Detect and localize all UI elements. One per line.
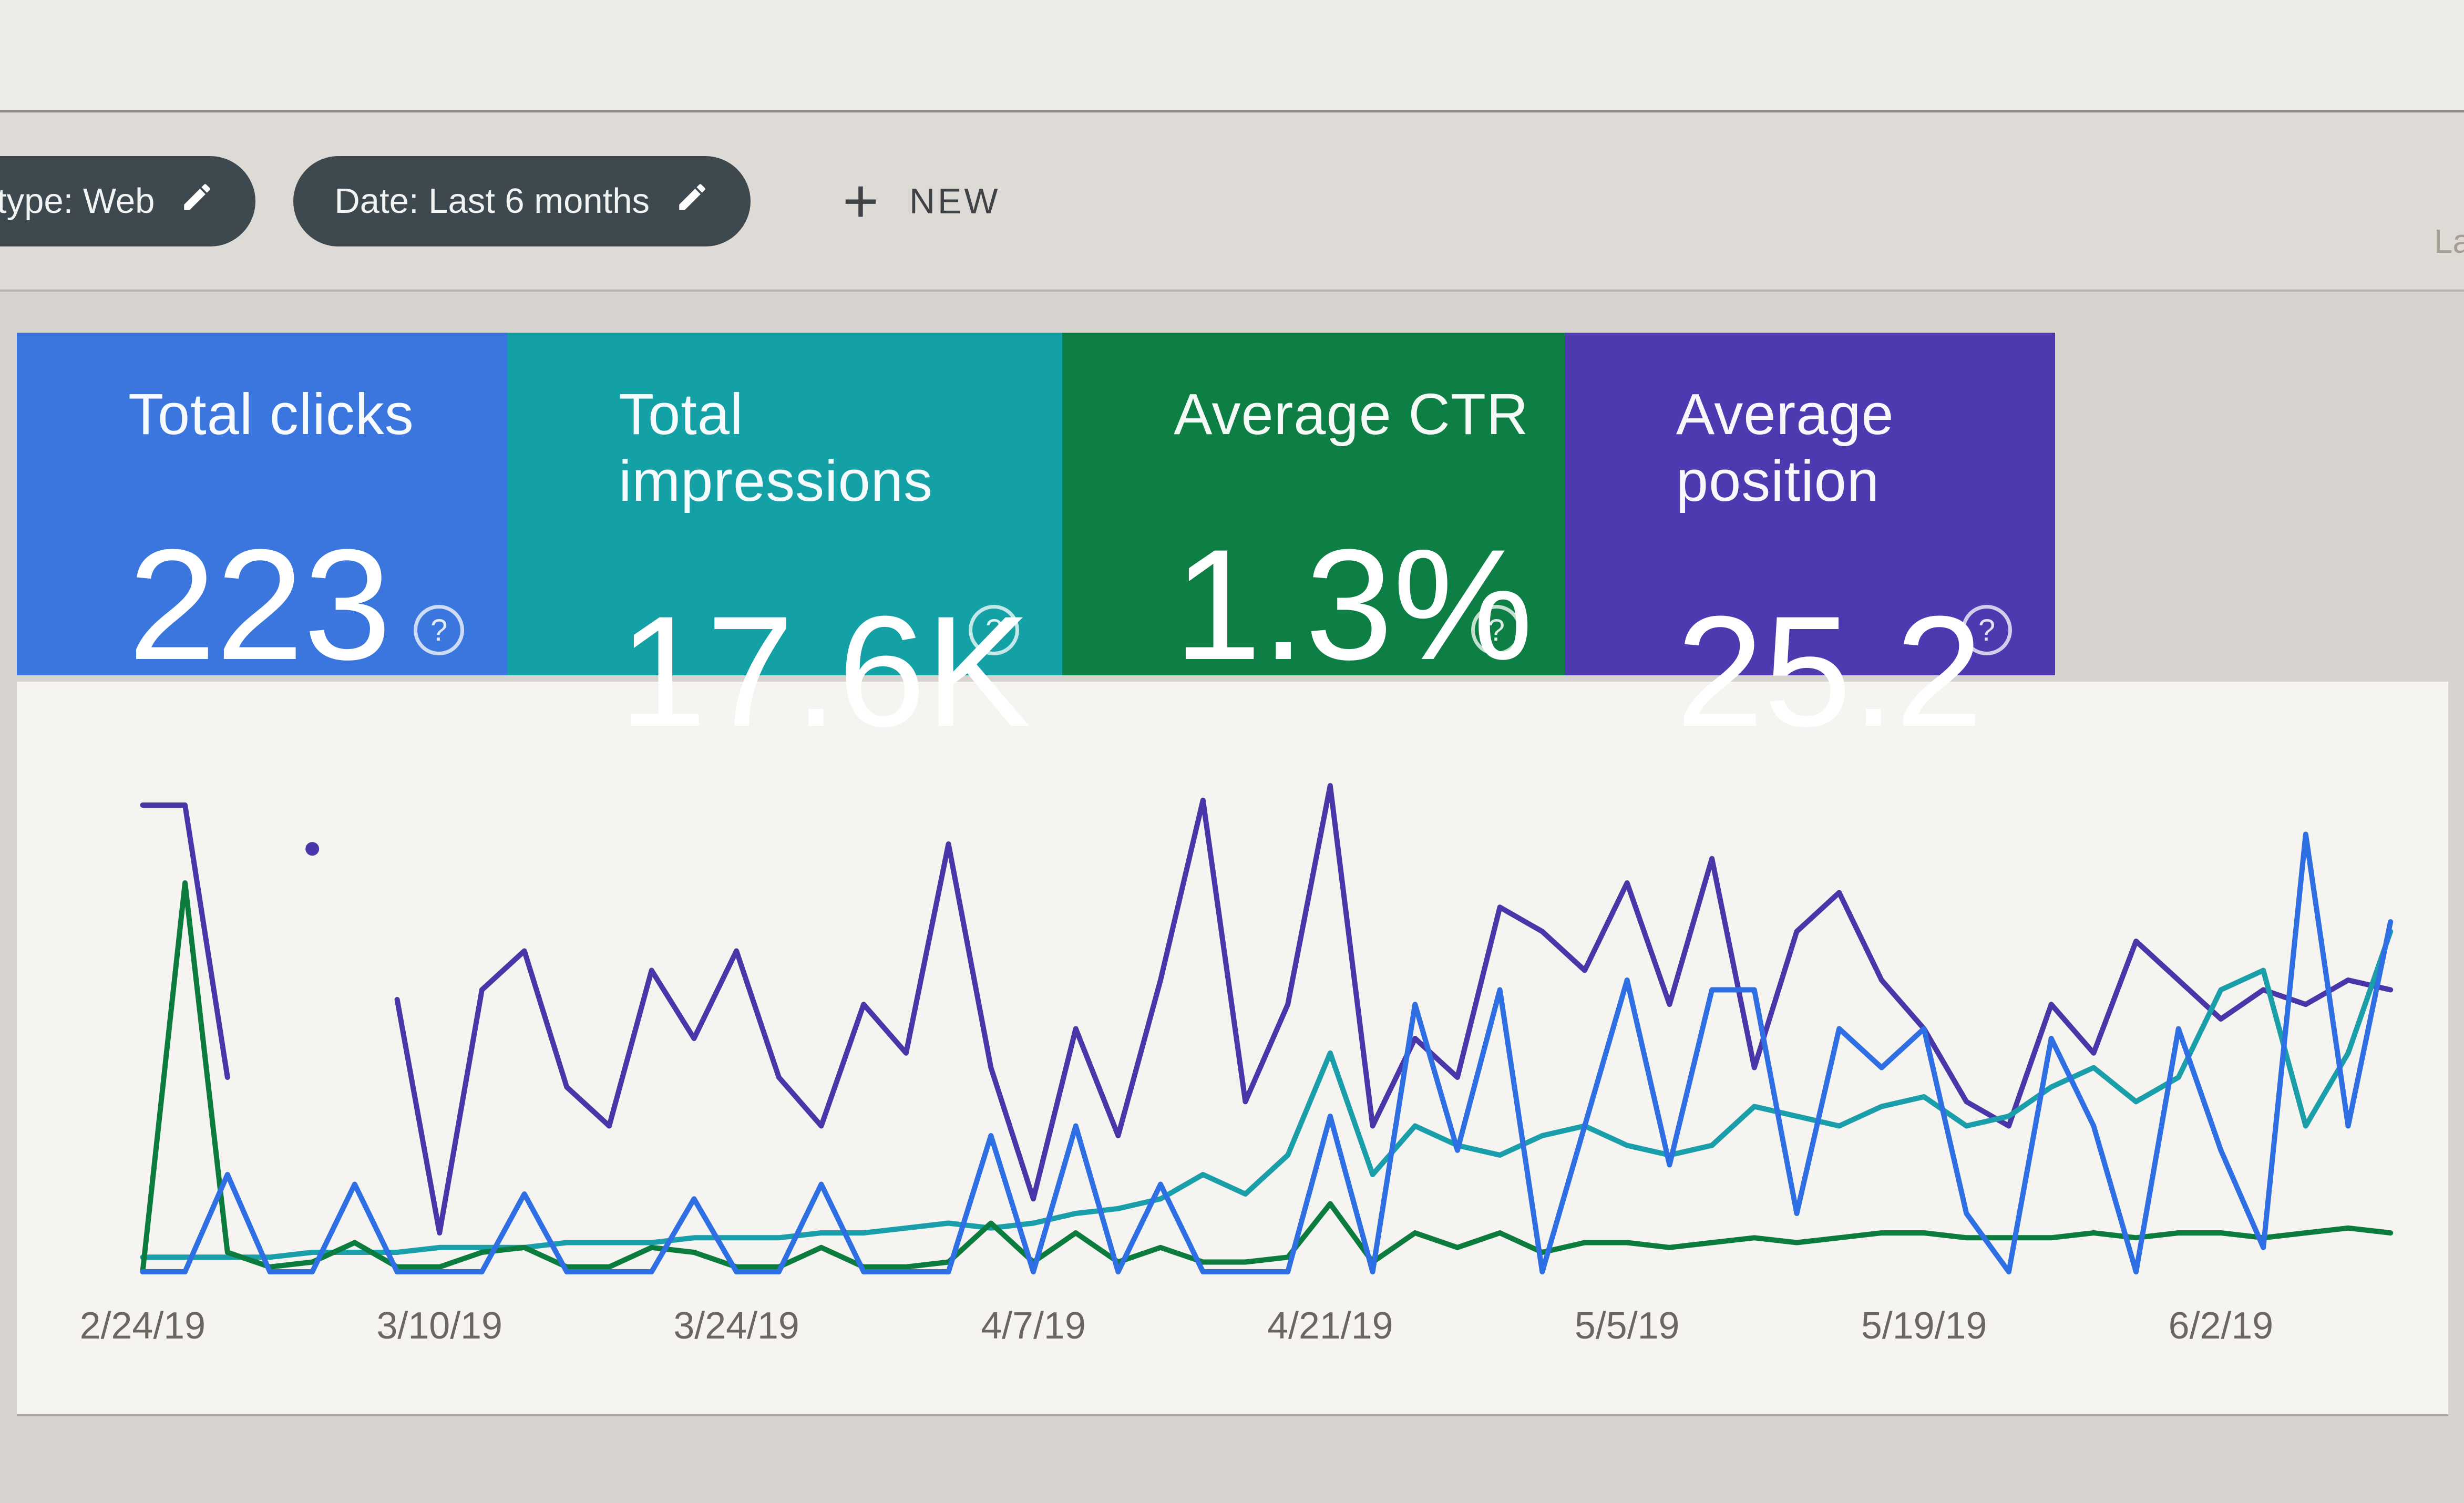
chart-line-average-ctr [140, 880, 2394, 1274]
card-label: Average CTR [1174, 382, 1529, 447]
help-icon[interactable]: ? [1471, 605, 1522, 655]
x-axis-label: 3/24/19 [673, 1305, 799, 1347]
card-total-impressions[interactable]: Total impressions 17.6K ? [507, 333, 1063, 750]
card-label: Average position [1676, 382, 1894, 513]
filter-chip-date-range[interactable]: Date: Last 6 months [293, 156, 751, 246]
filter-toolbar: type: Web Date: Last 6 months + NEW La [0, 112, 2464, 292]
x-axis-label: 3/10/19 [377, 1305, 502, 1347]
card-value: 223 [128, 516, 392, 693]
card-value: 25.2 [1676, 583, 1983, 759]
help-icon[interactable]: ? [414, 605, 465, 655]
card-label: Total impressions [619, 382, 933, 513]
card-average-position[interactable]: Average position 25.2 ? [1564, 333, 2055, 750]
performance-report: Total clicks 223 ? Total impressions 17.… [0, 292, 2464, 1416]
help-icon[interactable]: ? [1962, 605, 2012, 655]
x-axis-label: 4/7/19 [981, 1305, 1086, 1347]
x-axis-label: 6/2/19 [2169, 1305, 2274, 1347]
chart-line-total-impressions [140, 929, 2394, 1260]
chart-line-total-clicks [140, 831, 2394, 1274]
summary-cards-row: Total clicks 223 ? Total impressions 17.… [17, 333, 2055, 750]
filter-chip-label: type: Web [0, 181, 155, 221]
x-axis-label: 2/24/19 [80, 1305, 206, 1347]
x-axis-label: 5/5/19 [1575, 1305, 1680, 1347]
card-total-clicks[interactable]: Total clicks 223 ? [17, 333, 508, 683]
card-average-ctr[interactable]: Average CTR 1.3% ? [1062, 333, 1565, 683]
data-point-average-position [305, 842, 320, 856]
chart-line-average-position [140, 783, 2394, 1236]
edit-pencil-icon [180, 180, 214, 223]
filter-chip-search-type[interactable]: type: Web [0, 156, 256, 246]
new-button-label: NEW [909, 181, 1001, 221]
performance-chart: 2/24/19 3/10/19 3/24/19 4/7/19 4/21/19 5/5/19… [80, 783, 2394, 1347]
new-filter-button[interactable]: + NEW [843, 170, 1001, 232]
card-value: 17.6K [619, 583, 1031, 759]
x-axis-label: 4/21/19 [1267, 1305, 1393, 1347]
filter-chips: type: Web Date: Last 6 months [0, 156, 751, 246]
performance-chart-panel: 2/24/19 3/10/19 3/24/19 4/7/19 4/21/19 5/5/19… [17, 682, 2448, 1416]
card-label: Total clicks [128, 382, 414, 447]
card-value: 1.3% [1174, 516, 1533, 693]
edit-pencil-icon [675, 180, 710, 223]
filter-chip-label: Date: Last 6 months [334, 181, 650, 221]
help-icon[interactable]: ? [969, 605, 1020, 655]
x-axis-label: 5/19/19 [1861, 1305, 1987, 1347]
plus-icon: + [843, 166, 879, 236]
clipped-right-text: La [2434, 222, 2464, 260]
monitor-top-strip [0, 0, 2464, 112]
